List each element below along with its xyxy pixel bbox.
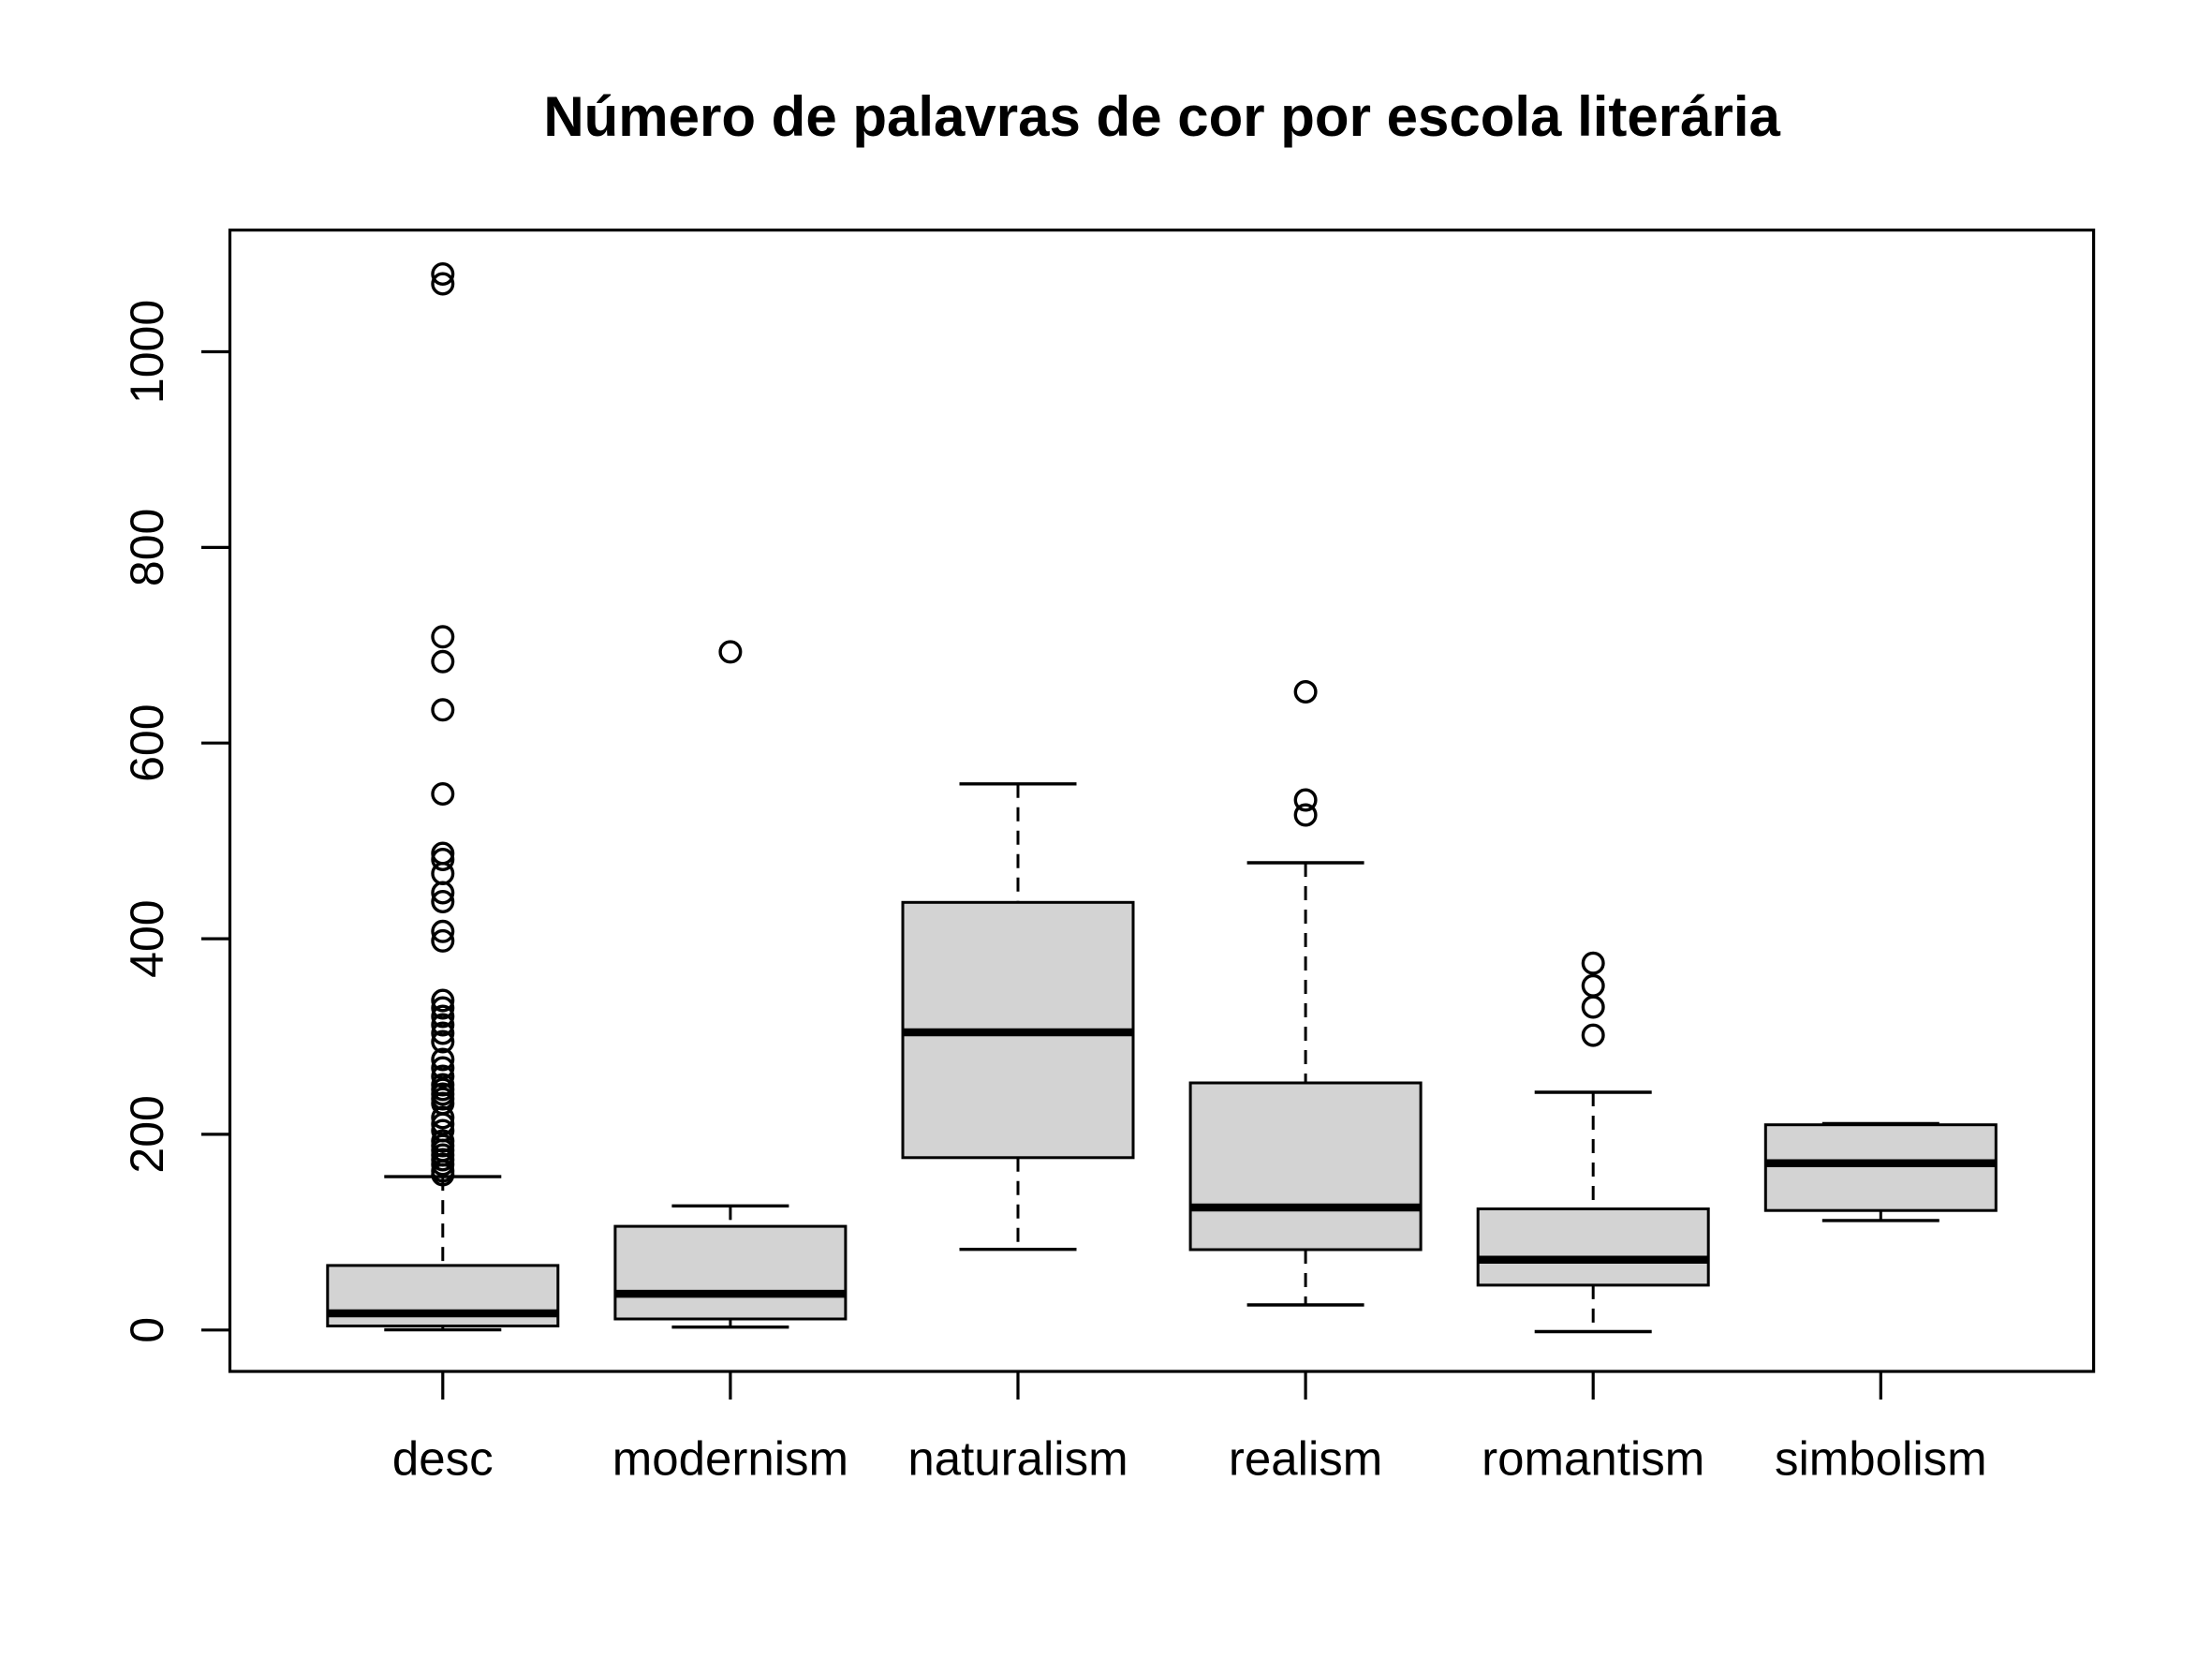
svg-text:0: 0	[121, 1317, 173, 1343]
svg-text:simbolism: simbolism	[1775, 1431, 1987, 1485]
svg-text:Número de palavras de cor por: Número de palavras de cor por escola lit…	[543, 85, 1780, 148]
svg-text:realism: realism	[1229, 1431, 1382, 1485]
svg-text:naturalism: naturalism	[907, 1431, 1128, 1485]
svg-text:desc: desc	[392, 1431, 494, 1485]
svg-text:1000: 1000	[121, 300, 173, 404]
svg-text:600: 600	[121, 704, 173, 781]
svg-text:800: 800	[121, 509, 173, 586]
svg-text:modernism: modernism	[612, 1431, 848, 1485]
svg-text:200: 200	[121, 1095, 173, 1173]
svg-text:romantism: romantism	[1482, 1431, 1704, 1485]
svg-text:400: 400	[121, 899, 173, 977]
